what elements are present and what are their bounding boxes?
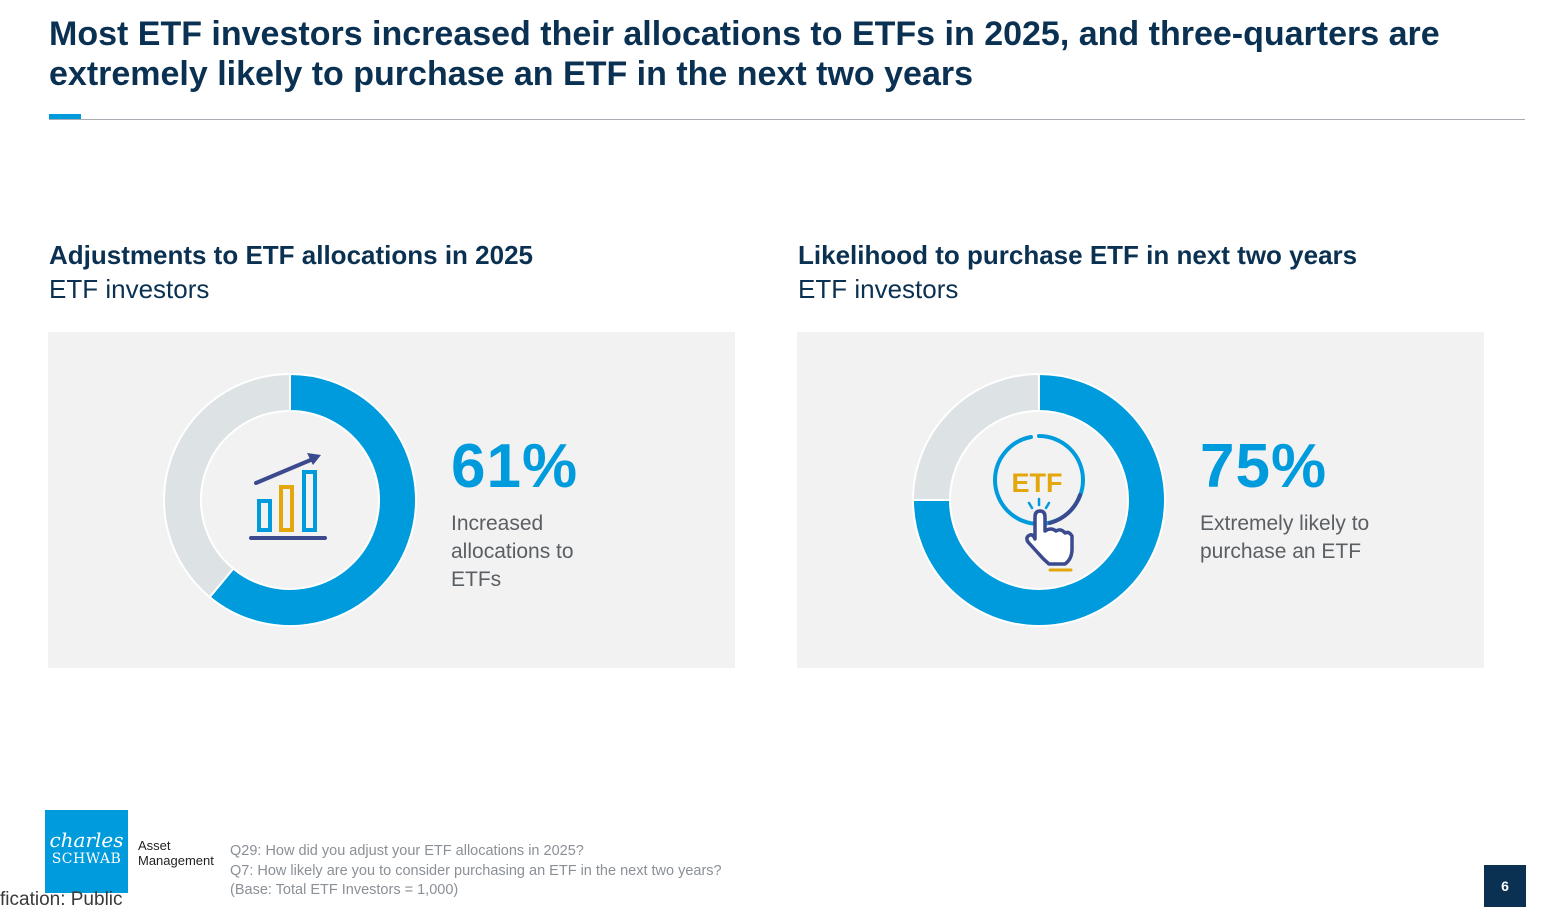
left-panel-header: Adjustments to ETF allocations in 2025 E…: [49, 238, 533, 306]
footnotes: Q29: How did you adjust your ETF allocat…: [230, 842, 722, 901]
donut-slice-increased: [208, 372, 417, 627]
left-chart-panel: 61% Increased allocations to ETFs: [48, 332, 735, 668]
right-percent-value: 75%: [1200, 432, 1328, 501]
rising-bar-chart-icon: [249, 453, 327, 540]
logo-sub-line1: Asset: [138, 838, 171, 853]
logo-asset-management: Asset Management: [138, 838, 214, 868]
icon-button-ring-navy: [1048, 493, 1082, 525]
page-number: 6: [1484, 865, 1526, 907]
left-percent-value: 61%: [451, 432, 579, 501]
icon-click-spark-3: [1044, 501, 1051, 510]
footnote-base: (Base: Total ETF Investors = 1,000): [230, 882, 459, 898]
logo-sub-line2: Management: [138, 853, 214, 868]
icon-bar-2: [279, 485, 294, 532]
right-panel-header: Likelihood to purchase ETF in next two y…: [798, 238, 1357, 306]
right-percent-description: Extremely likely to purchase an ETF: [1200, 512, 1370, 563]
charles-schwab-logo: charles SCHWAB: [45, 810, 128, 893]
donut-slice-other: [911, 372, 1040, 501]
right-donut-svg: ETF: [911, 372, 1166, 627]
left-donut-svg: [163, 372, 417, 627]
donut-slice-other: [163, 372, 291, 599]
icon-bar-3: [302, 470, 317, 532]
donut-slice-extremely-likely: [911, 372, 1166, 627]
etf-button-click-icon: ETF: [993, 434, 1085, 572]
footnote-q7: Q7: How likely are you to consider purch…: [230, 862, 722, 879]
title-divider: [49, 119, 1525, 120]
right-chart-panel: ETF 75% Extremely likely to purchase an …: [797, 332, 1484, 668]
classification-label: fication: Public: [0, 889, 123, 910]
icon-pointing-hand: [1025, 509, 1074, 566]
title-accent-bar: [49, 114, 81, 119]
icon-bar-1: [257, 499, 272, 532]
left-percent-description: Increased allocations to ETFs: [451, 512, 574, 591]
icon-click-spark-2: [1027, 501, 1034, 510]
left-donut-chart: [161, 371, 419, 629]
left-chart-subtitle: ETF investors: [49, 274, 210, 304]
right-donut-chart: ETF: [910, 371, 1168, 629]
right-chart-title: Likelihood to purchase ETF in next two y…: [798, 240, 1358, 270]
slide-title: Most ETF investors increased their alloc…: [49, 15, 1440, 93]
icon-button-ring-blue-2: [993, 435, 1033, 482]
footnote-q29: Q29: How did you adjust your ETF allocat…: [230, 843, 584, 859]
icon-trend-arrowhead: [307, 453, 321, 465]
logo-charles-text: charles: [49, 828, 124, 852]
icon-etf-text: ETF: [1012, 468, 1063, 498]
right-chart-subtitle: ETF investors: [798, 274, 959, 304]
left-chart-title: Adjustments to ETF allocations in 2025: [49, 240, 533, 270]
logo-schwab-text: SCHWAB: [51, 851, 122, 867]
icon-trend-line: [254, 457, 315, 485]
